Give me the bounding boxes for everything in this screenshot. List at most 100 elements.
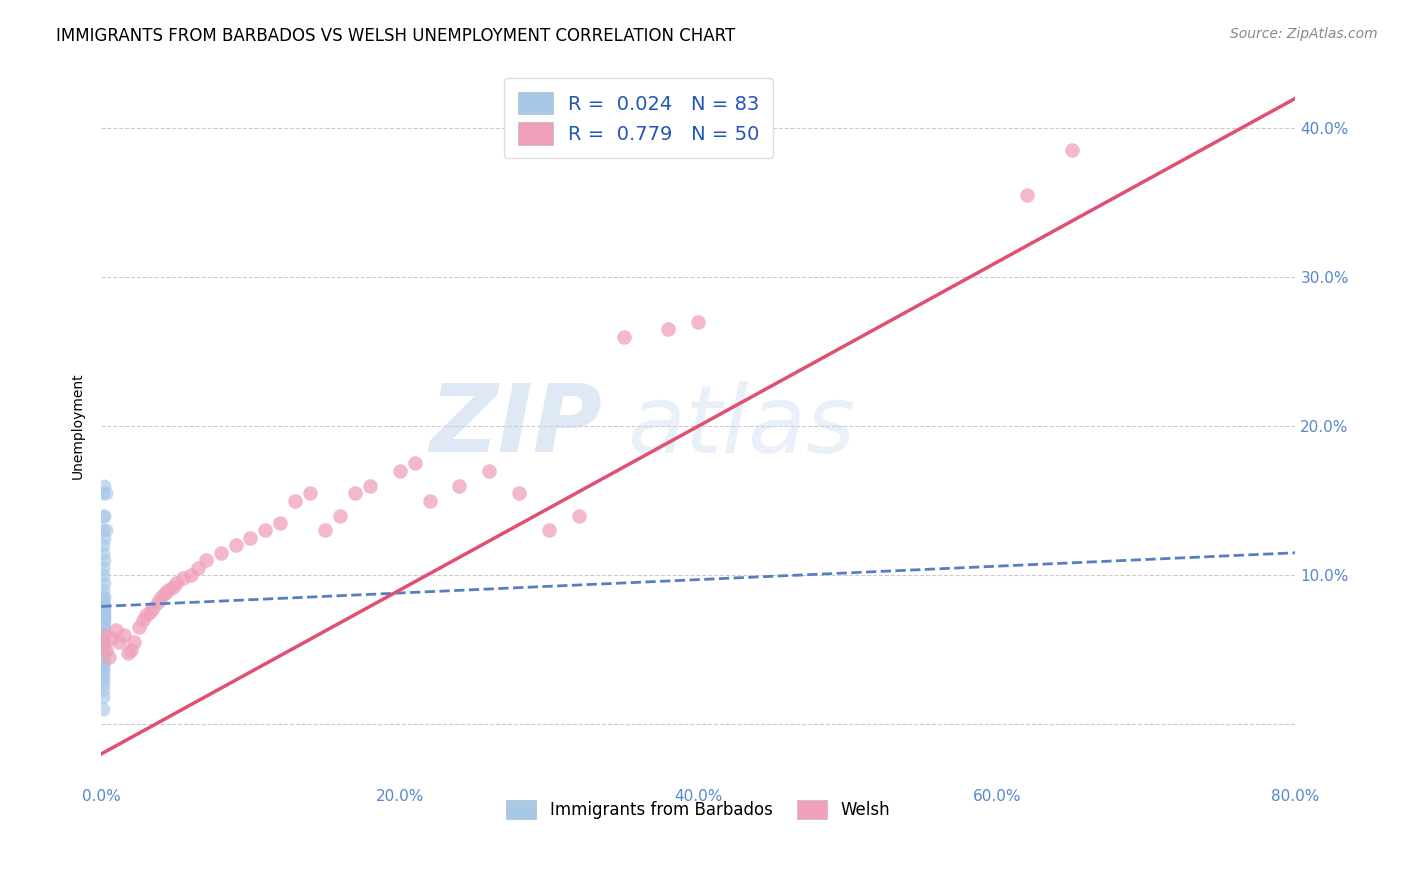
Point <box>269 516 291 530</box>
Point <box>91 668 114 682</box>
Point <box>91 626 114 640</box>
Point <box>165 575 187 590</box>
Point <box>93 598 115 612</box>
Point <box>94 486 117 500</box>
Point <box>93 479 115 493</box>
Point <box>91 637 114 651</box>
Point <box>91 651 114 665</box>
Point <box>128 620 150 634</box>
Point <box>538 524 561 538</box>
Point <box>239 531 262 545</box>
Point <box>91 582 114 597</box>
Point <box>343 486 366 500</box>
Point <box>162 580 184 594</box>
Point <box>657 322 679 336</box>
Point <box>91 629 114 643</box>
Point <box>1015 188 1038 202</box>
Point <box>187 560 209 574</box>
Point <box>91 628 114 642</box>
Point <box>688 315 710 329</box>
Point <box>91 631 114 645</box>
Point <box>91 568 114 582</box>
Point <box>91 538 114 552</box>
Text: ZIP: ZIP <box>430 380 603 472</box>
Point <box>91 617 114 632</box>
Point <box>254 524 277 538</box>
Point <box>91 608 114 623</box>
Point <box>91 638 114 652</box>
Text: IMMIGRANTS FROM BARBADOS VS WELSH UNEMPLOYMENT CORRELATION CHART: IMMIGRANTS FROM BARBADOS VS WELSH UNEMPL… <box>56 27 735 45</box>
Point <box>91 633 114 648</box>
Point <box>105 624 128 638</box>
Point <box>404 456 426 470</box>
Point <box>91 657 114 672</box>
Point <box>91 702 114 716</box>
Point <box>91 524 114 538</box>
Legend: Immigrants from Barbados, Welsh: Immigrants from Barbados, Welsh <box>499 793 897 825</box>
Point <box>180 568 202 582</box>
Point <box>91 624 114 638</box>
Point <box>117 646 139 660</box>
Point <box>94 642 117 657</box>
Point <box>91 595 114 609</box>
Point <box>93 620 115 634</box>
Point <box>91 613 114 627</box>
Point <box>91 620 114 634</box>
Point <box>91 648 114 663</box>
Point <box>172 571 194 585</box>
Point <box>419 493 441 508</box>
Point <box>91 655 114 669</box>
Point <box>142 601 165 615</box>
Point <box>93 508 115 523</box>
Point <box>91 604 114 618</box>
Point <box>1060 144 1083 158</box>
Point <box>194 553 217 567</box>
Point <box>329 508 352 523</box>
Point <box>93 553 115 567</box>
Point <box>91 633 114 648</box>
Point <box>91 628 114 642</box>
Point <box>91 624 114 639</box>
Point <box>91 610 114 624</box>
Point <box>91 640 114 654</box>
Point <box>91 560 114 574</box>
Point <box>91 635 114 649</box>
Point <box>91 611 114 625</box>
Point <box>97 650 120 665</box>
Point <box>91 598 114 612</box>
Point <box>91 631 114 645</box>
Point <box>91 606 114 620</box>
Point <box>122 635 145 649</box>
Point <box>508 486 530 500</box>
Point <box>91 677 114 691</box>
Point <box>91 635 114 649</box>
Point <box>91 624 114 639</box>
Point <box>91 617 114 632</box>
Point <box>449 479 471 493</box>
Point <box>135 608 157 623</box>
Point <box>91 610 114 624</box>
Point <box>93 602 115 616</box>
Point <box>299 486 322 500</box>
Point <box>91 508 114 523</box>
Point <box>139 606 162 620</box>
Point <box>146 595 169 609</box>
Point <box>209 546 232 560</box>
Point <box>91 673 114 687</box>
Point <box>149 591 172 605</box>
Point <box>91 615 114 630</box>
Point <box>91 607 114 621</box>
Point <box>91 620 114 634</box>
Point <box>94 524 117 538</box>
Point <box>91 613 114 627</box>
Point <box>91 682 114 697</box>
Point <box>108 635 131 649</box>
Point <box>91 601 114 615</box>
Point <box>120 642 142 657</box>
Point <box>91 615 114 630</box>
Point <box>93 531 115 545</box>
Point <box>388 464 411 478</box>
Point <box>91 690 114 705</box>
Point <box>91 546 114 560</box>
Point <box>359 479 381 493</box>
